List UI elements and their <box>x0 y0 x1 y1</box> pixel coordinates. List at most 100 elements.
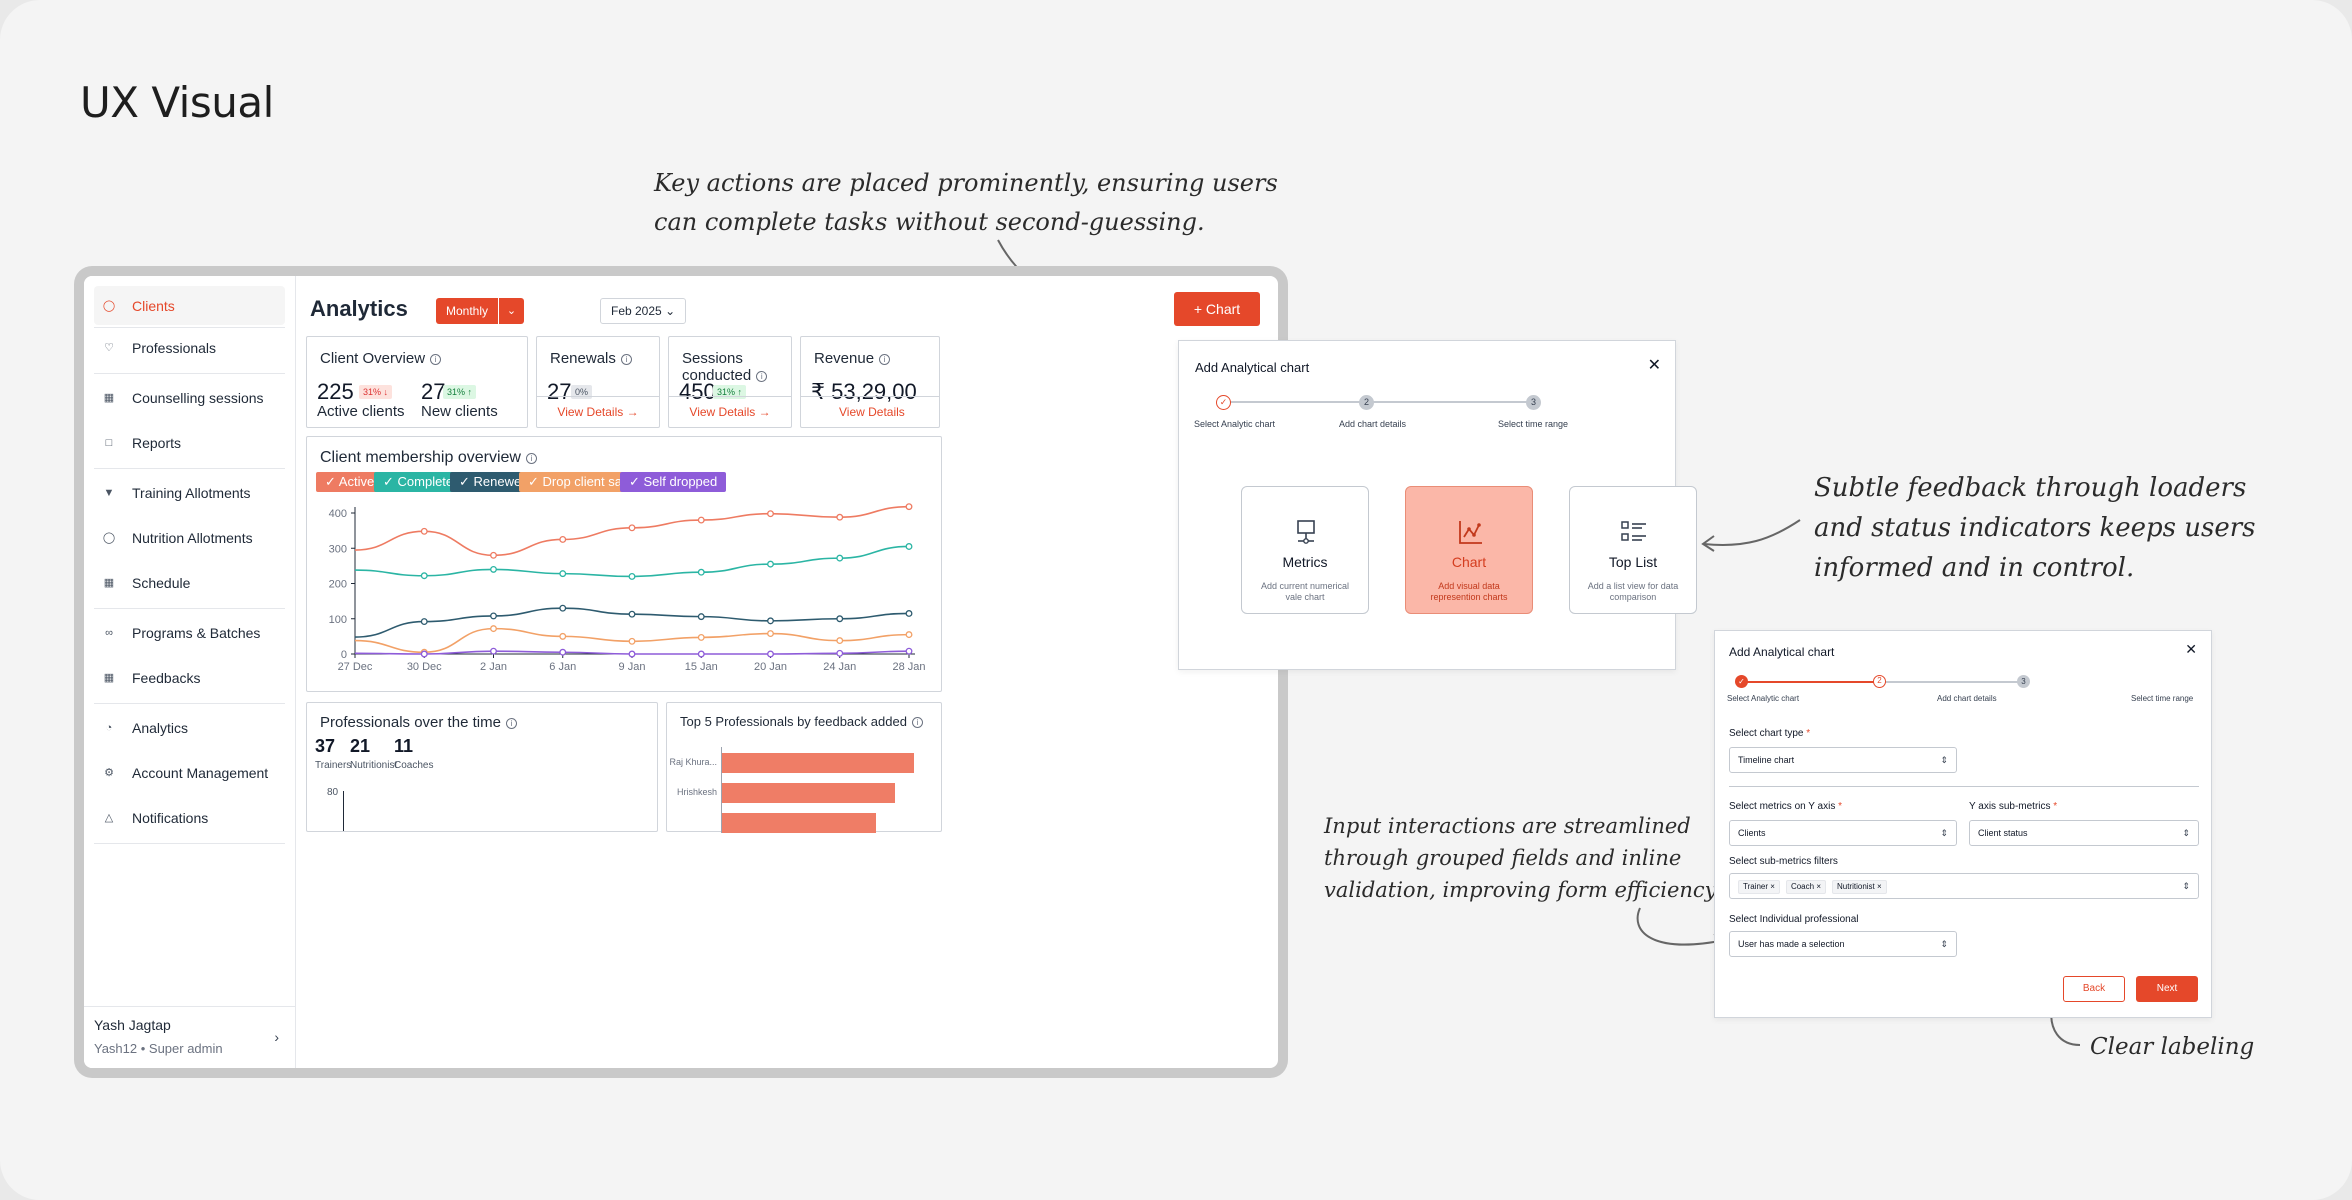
card-title-text: Client Overview <box>320 350 426 367</box>
info-icon[interactable]: i <box>620 354 632 365</box>
sidebar-item-label: Programs & Batches <box>132 624 261 641</box>
view-details-link[interactable]: View Details → <box>537 396 659 427</box>
label-text: Y axis sub-metrics <box>1969 801 2051 812</box>
card-title: Top 5 Professionals by feedback added i <box>680 714 923 729</box>
data-point <box>697 516 705 524</box>
next-button[interactable]: Next <box>2136 976 2198 1002</box>
arrow-right-icon: → <box>758 405 771 419</box>
info-icon[interactable]: i <box>525 453 537 464</box>
view-details-link[interactable]: View Details <box>801 396 939 427</box>
user-icon: ◯ <box>102 300 116 312</box>
stepper-track <box>1883 681 2023 683</box>
add-chart-button[interactable]: + Chart <box>1174 292 1260 326</box>
y-sub-metrics-select[interactable]: Client status ⇕ <box>1969 820 2199 846</box>
annotation-line: validation, improving form efficiency. <box>1324 878 1721 902</box>
y-sub-metrics-label: Y axis sub-metrics * <box>1969 801 2057 812</box>
legend-label: Active <box>338 474 375 489</box>
legend-item-self-dropped[interactable]: ✓ Self dropped <box>620 472 727 492</box>
sidebar-item-label: Clients <box>132 297 175 314</box>
close-icon[interactable]: ✕ <box>1647 357 1661 374</box>
new-clients-label: New clients <box>421 403 498 420</box>
legend-item-renewed[interactable]: ✓ Renewed <box>450 472 538 492</box>
sidebar-item-reports[interactable]: □ Reports <box>94 423 285 462</box>
data-point <box>767 560 774 568</box>
option-description: Add a list view for data comparison <box>1587 581 1679 602</box>
data-point <box>559 632 567 640</box>
sidebar-item-account-management[interactable]: ⚙ Account Management <box>94 753 285 792</box>
chevron-down-icon[interactable]: ⌄ <box>498 298 525 324</box>
card-title-text: Revenue <box>814 350 875 367</box>
required-marker: * <box>2053 801 2058 812</box>
close-icon[interactable]: ✕ <box>2185 641 2197 657</box>
professionals-card: Professionals over the time i 37 Trainers… <box>306 702 658 832</box>
filter-chip[interactable]: Nutritionist × <box>1831 880 1887 894</box>
month-dropdown[interactable]: Feb 2025 ⌄ <box>600 298 687 324</box>
legend-item-active[interactable]: ✓ Active <box>316 472 384 492</box>
annotation-labeling: Clear labeling <box>2090 1034 2255 1060</box>
data-point <box>905 610 913 617</box>
revenue-value: ₹ 53,29,00 <box>811 379 917 404</box>
legend-item-completed[interactable]: ✓ Completed <box>374 472 470 492</box>
sidebar-item-schedule[interactable]: ▦ Schedule <box>94 563 285 602</box>
chevron-down-icon: ⌄ <box>665 304 676 318</box>
gear-icon: ⚙ <box>104 767 114 779</box>
check-icon: ✓ <box>325 474 339 489</box>
period-label: Monthly <box>436 298 499 324</box>
label-text: Select chart type <box>1729 728 1804 739</box>
x-tick-label: 20 Jan <box>754 661 787 673</box>
sidebar-item-nutrition-allotments[interactable]: ◯ Nutrition Allotments <box>94 518 285 557</box>
sidebar-item-notifications[interactable]: △ Notifications <box>94 798 285 837</box>
nutritionist-label: Nutritionist <box>350 760 398 771</box>
legend-item-drop-client-sales[interactable]: ✓ Drop client sales <box>519 472 648 492</box>
remove-icon[interactable]: × <box>1770 882 1775 891</box>
coaches-value: 11 <box>394 736 414 756</box>
line-chart-icon <box>1459 521 1482 544</box>
sidebar-item-professionals[interactable]: ♡ Professionals <box>94 328 285 367</box>
chart-type-label: Select chart type * <box>1729 728 1810 739</box>
renewals-value: 27 <box>547 379 572 404</box>
sidebar-item-feedbacks[interactable]: ▦ Feedbacks <box>94 658 285 697</box>
card-title: Renewals i <box>550 350 632 367</box>
divider <box>94 608 285 609</box>
view-details-link[interactable]: View Details → <box>669 396 791 427</box>
check-icon: ✓ <box>383 474 398 489</box>
info-icon[interactable]: i <box>505 718 517 729</box>
legend-label: Self dropped <box>643 474 718 489</box>
step-number: 2 <box>1363 397 1369 407</box>
bar-label: Raj Khura... <box>669 757 717 767</box>
remove-icon[interactable]: × <box>1877 882 1882 891</box>
sidebar-item-training-allotments[interactable]: ▼ Training Allotments <box>94 473 285 512</box>
option-metrics[interactable]: Metrics Add current numerical vale chart <box>1241 486 1369 614</box>
option-chart[interactable]: Chart Add visual data represention chart… <box>1405 486 1533 614</box>
info-icon[interactable]: i <box>756 371 768 382</box>
sidebar-item-label: Reports <box>132 434 182 451</box>
sidebar-item-analytics[interactable]: ◔ Analytics <box>94 708 285 747</box>
sidebar-item-programs-batches[interactable]: ∞ Programs & Batches <box>94 613 285 652</box>
legend-label: Completed <box>397 474 461 489</box>
sidebar-item-clients[interactable]: ◯ Clients <box>94 286 285 325</box>
chart-type-select[interactable]: Timeline chart ⇕ <box>1729 747 1957 773</box>
period-dropdown[interactable]: Monthly ⌄ <box>436 298 525 324</box>
renewals-change-badge: 0% <box>571 385 593 399</box>
step-number: 3 <box>1530 397 1536 407</box>
user-profile[interactable]: Yash Jagtap Yash12 • Super admin › <box>84 1006 295 1068</box>
professional-select[interactable]: User has made a selection ⇕ <box>1729 931 1957 957</box>
info-icon[interactable]: i <box>879 354 891 365</box>
card-title-text: Top 5 Professionals by feedback added <box>680 714 907 729</box>
info-icon[interactable]: i <box>911 717 923 728</box>
series-line <box>354 505 910 557</box>
card-title-text: Client membership overview <box>320 449 521 466</box>
step-number: 3 <box>2021 677 2026 686</box>
filter-chip[interactable]: Coach × <box>1785 880 1826 894</box>
filter-chip[interactable]: Trainer × <box>1738 880 1780 894</box>
remove-icon[interactable]: × <box>1816 882 1821 891</box>
back-button[interactable]: Back <box>2063 976 2125 1002</box>
info-icon[interactable]: i <box>430 354 442 365</box>
trainers-label: Trainers <box>315 760 352 771</box>
sidebar-item-counselling-sessions[interactable]: ▦ Counselling sessions <box>94 378 285 417</box>
option-top-list[interactable]: Top List Add a list view for data compar… <box>1569 486 1697 614</box>
filters-multiselect[interactable]: Trainer × Coach × Nutritionist × ⇕ <box>1729 873 2199 899</box>
y-metrics-select[interactable]: Clients ⇕ <box>1729 820 1957 846</box>
annotation-line: Subtle feedback through loaders <box>1814 473 2247 503</box>
chip-label: Coach <box>1790 882 1815 891</box>
